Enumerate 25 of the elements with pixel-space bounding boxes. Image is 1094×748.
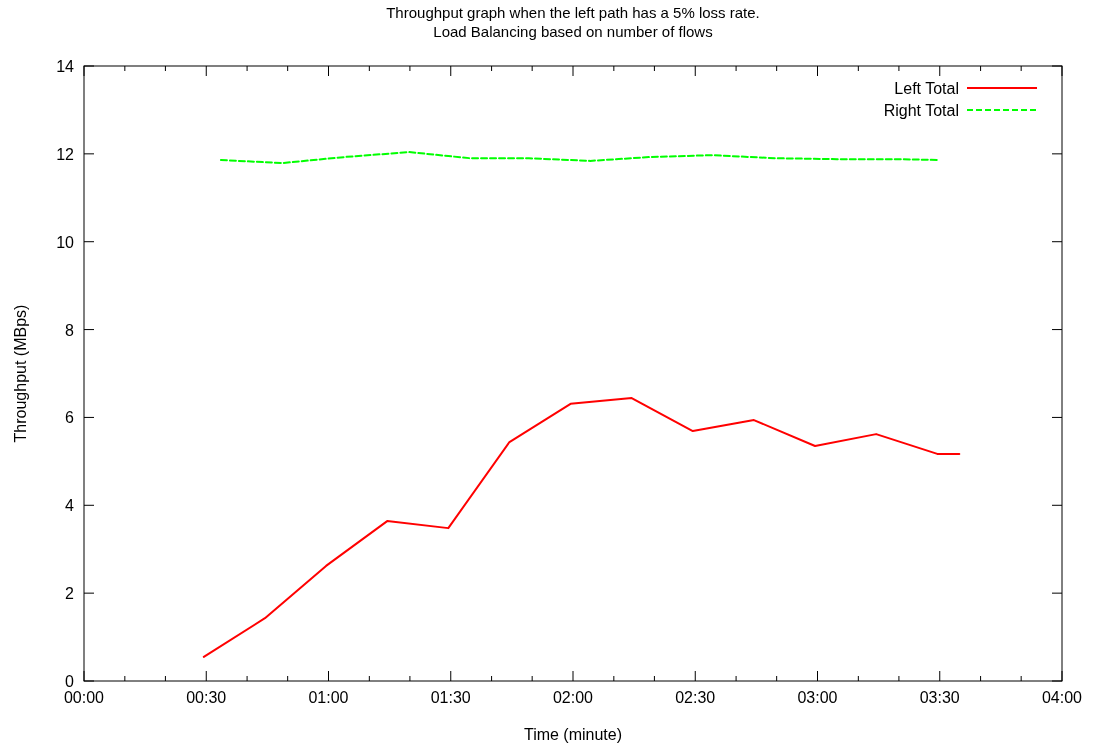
x-tick-label: 02:00: [552, 689, 594, 706]
y-tick-label: 14: [56, 58, 75, 75]
y-axis-title: Throughput (MBps): [12, 304, 29, 443]
line-series: [219, 151, 939, 165]
y-tick-label: 0: [65, 673, 75, 690]
y-tick-label: 2: [65, 585, 75, 603]
y-tick-label: 6: [65, 409, 75, 427]
x-tick-label: 04:00: [1041, 689, 1083, 706]
x-tick-label: 03:30: [919, 689, 960, 706]
x-tick-label: 00:00: [63, 689, 105, 706]
legend-label: Left Total: [894, 80, 959, 97]
x-tick-label: 02:30: [675, 689, 716, 706]
chart-subtitle: Load Balancing based on number of flows: [433, 23, 713, 40]
x-tick-label: 01:30: [430, 689, 471, 706]
chart-title: Throughput graph when the left path has a 5% loss rate.: [386, 4, 760, 21]
x-tick-label: 00:30: [186, 689, 227, 706]
line-series: [202, 397, 961, 658]
y-tick-label: 4: [65, 497, 75, 515]
x-tick-label: 01:00: [308, 689, 349, 706]
y-tick-label: 8: [65, 321, 75, 339]
x-axis-title: Time (minute): [523, 726, 623, 743]
y-tick-label: 10: [56, 233, 75, 251]
y-tick-label: 12: [56, 145, 75, 163]
legend-label: Right Total: [883, 102, 959, 119]
x-tick-label: 03:00: [797, 689, 838, 706]
